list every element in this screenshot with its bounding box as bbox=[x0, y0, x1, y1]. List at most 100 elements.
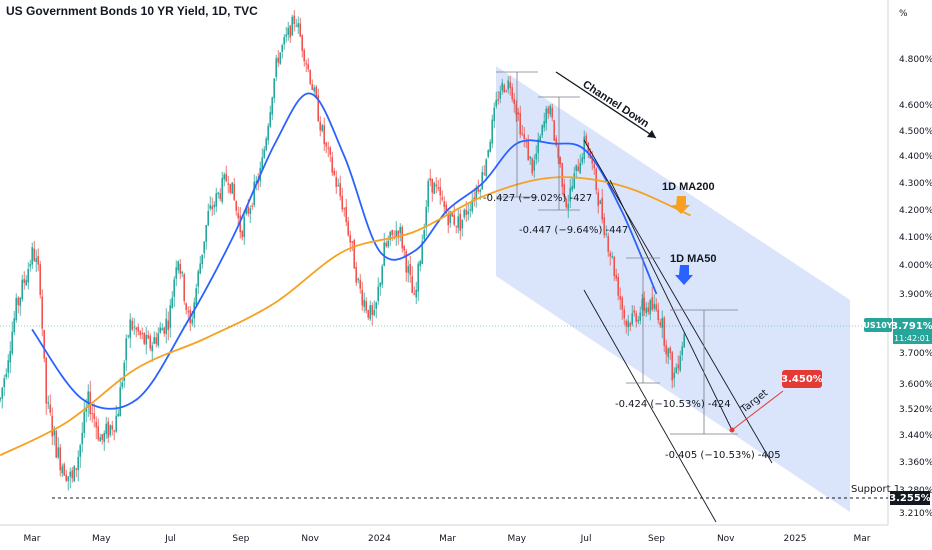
y-tick-label: 4.000% bbox=[899, 261, 932, 271]
x-tick-label: Sep bbox=[232, 534, 249, 544]
candle-body bbox=[215, 193, 218, 207]
candle-body bbox=[225, 173, 228, 182]
candle-body bbox=[383, 242, 386, 267]
candle-body bbox=[33, 248, 36, 261]
candle-body bbox=[15, 298, 18, 321]
candle-body bbox=[1, 387, 4, 399]
y-tick-label: 3.440% bbox=[899, 431, 932, 441]
candle-body bbox=[113, 430, 116, 432]
candle-body bbox=[517, 112, 520, 115]
y-tick-label: 3.210% bbox=[899, 509, 932, 519]
measure-label-3: -0.424 (−10.53%) -424 bbox=[615, 399, 731, 410]
y-tick-label: 3.700% bbox=[899, 349, 932, 359]
candle-body bbox=[0, 398, 2, 400]
candle-body bbox=[619, 296, 622, 300]
candle-body bbox=[651, 297, 654, 310]
candle-body bbox=[549, 105, 552, 115]
candle-body bbox=[423, 230, 426, 240]
candle-body bbox=[201, 254, 204, 265]
candle-body bbox=[533, 160, 536, 171]
candle-body bbox=[471, 199, 474, 212]
candle-body bbox=[435, 184, 438, 187]
candle-body bbox=[237, 213, 240, 219]
y-tick-label: 4.500% bbox=[899, 127, 932, 137]
candle-body bbox=[355, 266, 358, 283]
candle-body bbox=[73, 466, 76, 482]
candle-body bbox=[361, 289, 364, 306]
candle-body bbox=[219, 193, 222, 200]
candle-body bbox=[571, 185, 574, 191]
candle-body bbox=[47, 402, 50, 404]
candle-body bbox=[19, 297, 22, 306]
candle-body bbox=[469, 209, 472, 211]
candle-body bbox=[249, 208, 252, 215]
target-value: 3.450% bbox=[781, 374, 823, 385]
candle-body bbox=[663, 317, 666, 346]
candle-body bbox=[475, 188, 478, 200]
candle-body bbox=[665, 345, 668, 355]
candle-body bbox=[71, 470, 74, 479]
candle-body bbox=[253, 181, 256, 206]
candle-body bbox=[91, 413, 94, 415]
candle-body bbox=[633, 310, 636, 313]
candle-body bbox=[613, 256, 616, 277]
candle-body bbox=[227, 183, 230, 185]
candle-body bbox=[615, 275, 618, 279]
candle-body bbox=[431, 178, 434, 193]
candle-body bbox=[539, 136, 542, 141]
candle-body bbox=[281, 45, 284, 52]
candle-body bbox=[133, 326, 136, 328]
candle-body bbox=[671, 352, 674, 381]
candle-body bbox=[645, 307, 648, 314]
candle-body bbox=[169, 305, 172, 328]
drawings bbox=[0, 71, 888, 523]
candle-body bbox=[295, 25, 298, 27]
candle-body bbox=[369, 305, 372, 320]
candle-body bbox=[391, 229, 394, 235]
candle-body bbox=[271, 97, 274, 115]
candle-body bbox=[669, 347, 672, 354]
candle-body bbox=[313, 87, 316, 92]
candle-body bbox=[309, 70, 312, 84]
candle-body bbox=[277, 57, 280, 63]
candle-body bbox=[679, 355, 682, 371]
candle-body bbox=[187, 311, 190, 313]
candle-body bbox=[381, 266, 384, 285]
candle-body bbox=[387, 240, 390, 247]
candle-body bbox=[121, 382, 124, 387]
x-tick-label: 2025 bbox=[784, 534, 807, 544]
candle-body bbox=[495, 99, 498, 107]
candle-body bbox=[7, 360, 10, 373]
candle-body bbox=[87, 391, 90, 408]
candle-body bbox=[563, 184, 566, 197]
candle-body bbox=[659, 322, 662, 326]
candle-body bbox=[409, 264, 412, 275]
candle-body bbox=[59, 447, 62, 471]
y-tick-label: 4.600% bbox=[899, 101, 932, 111]
candle-body bbox=[69, 471, 72, 477]
candle-body bbox=[483, 173, 486, 175]
candle-body bbox=[293, 15, 296, 25]
candle-body bbox=[641, 299, 644, 310]
candle-body bbox=[171, 297, 174, 309]
channel-arrow bbox=[555, 71, 657, 139]
candle-body bbox=[241, 231, 244, 238]
candle-body bbox=[455, 225, 458, 227]
candle-body bbox=[643, 297, 646, 311]
candle-body bbox=[135, 327, 138, 330]
candle-body bbox=[437, 187, 440, 189]
candle-body bbox=[467, 211, 470, 215]
candle-body bbox=[599, 200, 602, 204]
candle-body bbox=[365, 301, 368, 311]
candle-body bbox=[491, 119, 494, 144]
support-label: Support 1 bbox=[851, 484, 900, 495]
candle-body bbox=[543, 120, 546, 128]
candle-body bbox=[573, 173, 576, 189]
candle-body bbox=[211, 206, 214, 210]
candle-body bbox=[321, 125, 324, 131]
candle-body bbox=[117, 413, 120, 417]
candle-body bbox=[375, 302, 378, 309]
x-tick-label: Mar bbox=[853, 534, 870, 544]
candle-body bbox=[477, 188, 480, 192]
